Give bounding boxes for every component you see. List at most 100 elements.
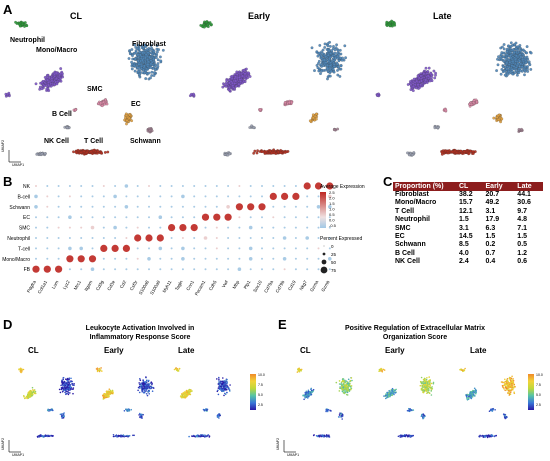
panel-e-cbar-tick: 10.0 [536,373,543,377]
dotplot-dot [102,205,105,208]
dotplot-dot [235,203,243,211]
table-cell-value: 44.1 [517,191,531,198]
table-cell-value: 1.5 [517,233,528,241]
dotplot-dot [181,257,185,261]
dotplot-dot [125,257,128,260]
dotplot-dot [227,257,230,260]
dotplot-dot [272,216,275,219]
dotplot-dot [224,213,232,221]
umap-cluster [35,151,47,157]
dotplot-dot [57,226,60,229]
umap-cluster [442,107,448,113]
legend-pct-dot [322,252,326,256]
umap-cluster [199,20,213,29]
umap-cluster [96,98,109,108]
dotplot-dot [179,224,187,232]
dotplot-dot [43,265,51,273]
dotplot-dot [46,185,49,187]
dotplot-dot [193,268,196,271]
umap-cluster [4,91,11,98]
umap-cluster [433,124,440,130]
legend-pct-title: Percent Expressed [320,236,362,242]
dotplot-dot [148,268,150,271]
table-cell-celltype: NK Cell [395,258,420,266]
table-cell-value: 17.9 [485,216,500,224]
dotplot-dot [238,195,241,198]
umap-title-cl: CL [70,11,82,21]
dotplot-dot [57,195,60,198]
dotplot-dot [68,237,71,239]
table-cell-value: 38.2 [459,191,473,198]
dotplot-dot [159,205,162,208]
dotplot-dot [102,216,105,219]
dotplot-dot [269,192,277,200]
dotplot-dot [170,185,173,187]
dotplot-dot [248,257,253,261]
legend-pct-tick: 75 [331,268,337,273]
dotplot-dot [215,237,218,239]
legend-pct-tick: 50 [331,260,337,265]
dotplot-dot [55,265,63,273]
dotplot-dot [294,257,297,260]
dotplot-dot [193,195,196,198]
umap-cluster [517,127,524,133]
dotplot-gene-label: Pdgfra [26,279,37,293]
dotplot-dot [170,195,173,198]
dotplot-dot [159,268,162,271]
dotplot-gene-label: Cd79a [263,279,274,293]
umap1-label-a: UMAP1 [12,163,25,167]
panel-e-cbar-tick: 5.0 [536,393,541,397]
umap-axis-indicator-d [8,440,21,453]
table-row: SMC 3.1 6.3 7.1 [393,225,543,233]
dotplot-dot [294,268,297,271]
table-cell-value: 6.3 [485,224,496,232]
dotplot-dot [35,257,37,260]
dotplot-dot [306,195,309,198]
dotplot-dot [303,182,311,190]
table-header-early: Early [483,182,516,191]
dotplot-dot [102,195,105,198]
table-cell-value: 3.1 [459,224,469,232]
dotplot-dot [248,225,253,230]
score-umap [95,367,155,438]
dotplot-dot [181,246,185,251]
legend-expr-tick: 1.0 [329,207,335,212]
dotplot-dot [124,184,129,188]
dotplot-dot [159,195,162,198]
dotplot-dot [328,268,331,271]
table-cell-value: 14.5 [459,233,473,241]
dotplot-dot [136,247,139,250]
dotplot-dot [68,185,71,187]
dotplot-dot [35,216,37,219]
table-cell-value: 1.5 [459,216,469,224]
umap-cluster [310,40,347,81]
dotplot-dot [317,237,320,239]
table-row: EC 14.5 1.5 1.5 [393,233,543,241]
table-header-cl: CL [457,182,484,191]
dotplot-dot [136,226,139,229]
dotplot-dot [32,265,40,273]
score-umap [378,367,435,438]
dotplot-dot [148,185,150,187]
dotplot-gene-label: Cdh5 [208,279,218,291]
table-cell-value: 4.8 [517,216,528,224]
dotplot-dot [258,203,266,211]
dotplot-dot [215,195,218,198]
dotplot-row-label: Schwann [9,205,30,211]
table-cell-value: 2.4 [459,258,469,266]
table-cell-value: 8.5 [459,241,469,249]
legend-pct-dot [323,245,325,247]
umap-cluster [495,41,533,78]
dotplot-dot [111,244,119,252]
dotplot-dot [316,205,321,209]
umap-cluster [283,99,294,107]
dotplot-dot [68,195,71,198]
dotplot-dot [294,226,297,229]
umap-cluster [248,124,256,130]
dotplot-gene-label: S100a9 [149,279,161,295]
legend-expr-tick: 1.5 [329,201,335,206]
panel-d-cbar-tick: 10.0 [258,373,265,377]
dotplot-dot [215,185,218,187]
dotplot-dot [46,257,49,260]
panel-d-cbar-tick: 7.5 [258,383,263,387]
